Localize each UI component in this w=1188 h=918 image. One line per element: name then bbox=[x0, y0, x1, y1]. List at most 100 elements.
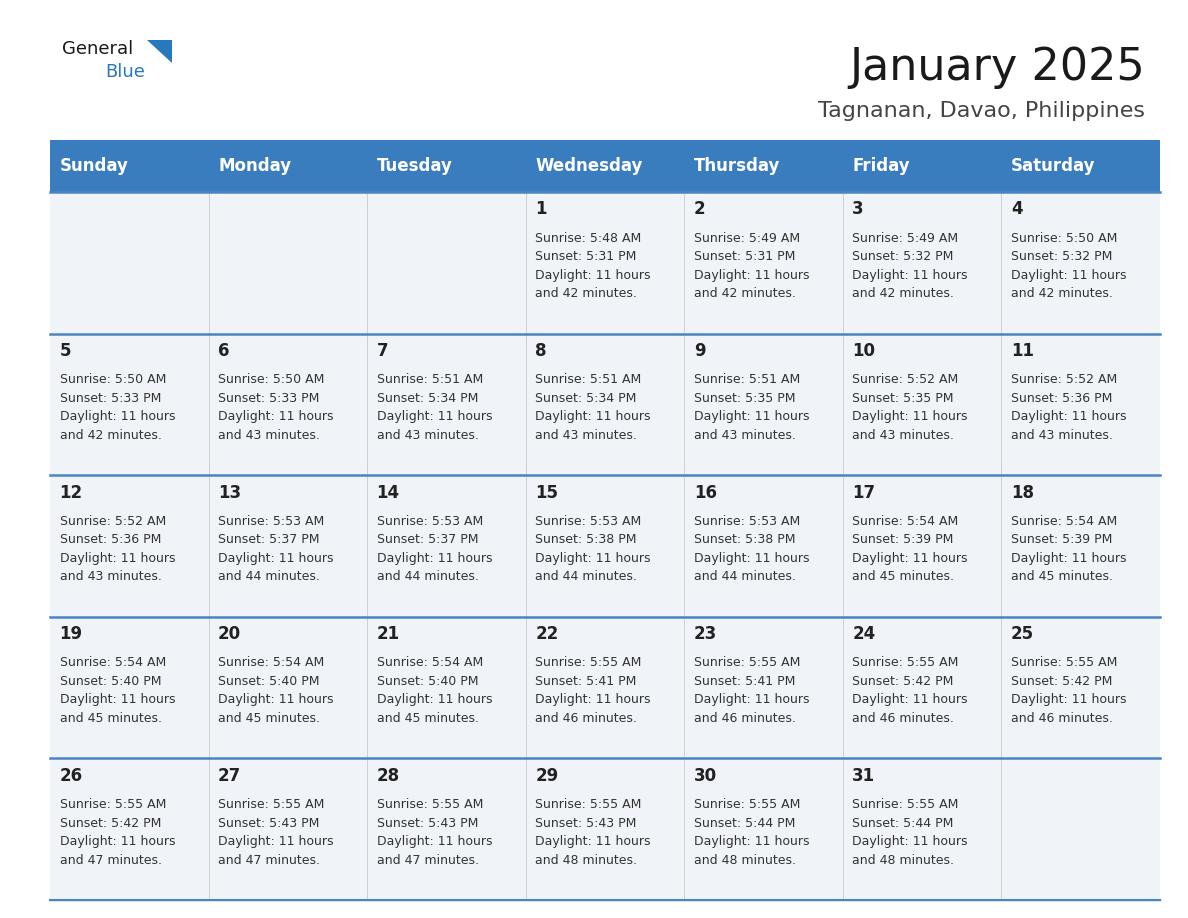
Text: Sunrise: 5:51 AM
Sunset: 5:34 PM
Daylight: 11 hours
and 43 minutes.: Sunrise: 5:51 AM Sunset: 5:34 PM Dayligh… bbox=[377, 374, 492, 442]
Text: 30: 30 bbox=[694, 767, 716, 785]
Text: 28: 28 bbox=[377, 767, 400, 785]
Bar bbox=[1001, 333, 1159, 476]
Bar bbox=[50, 192, 209, 333]
Bar bbox=[50, 333, 209, 476]
Text: Sunrise: 5:54 AM
Sunset: 5:40 PM
Daylight: 11 hours
and 45 minutes.: Sunrise: 5:54 AM Sunset: 5:40 PM Dayligh… bbox=[219, 656, 334, 725]
Text: 9: 9 bbox=[694, 342, 706, 360]
Text: Sunrise: 5:50 AM
Sunset: 5:33 PM
Daylight: 11 hours
and 43 minutes.: Sunrise: 5:50 AM Sunset: 5:33 PM Dayligh… bbox=[219, 374, 334, 442]
Bar bbox=[526, 758, 684, 900]
Bar bbox=[684, 476, 842, 617]
Bar bbox=[684, 192, 842, 333]
Bar bbox=[684, 758, 842, 900]
Text: 23: 23 bbox=[694, 625, 718, 644]
Text: Sunrise: 5:55 AM
Sunset: 5:41 PM
Daylight: 11 hours
and 46 minutes.: Sunrise: 5:55 AM Sunset: 5:41 PM Dayligh… bbox=[694, 656, 809, 725]
Polygon shape bbox=[147, 40, 172, 63]
Text: Sunrise: 5:51 AM
Sunset: 5:35 PM
Daylight: 11 hours
and 43 minutes.: Sunrise: 5:51 AM Sunset: 5:35 PM Dayligh… bbox=[694, 374, 809, 442]
Text: 15: 15 bbox=[536, 484, 558, 502]
Text: 17: 17 bbox=[852, 484, 876, 502]
Text: 14: 14 bbox=[377, 484, 400, 502]
Text: Monday: Monday bbox=[219, 157, 291, 175]
Bar bbox=[842, 758, 1001, 900]
Text: 5: 5 bbox=[59, 342, 71, 360]
Text: Sunrise: 5:50 AM
Sunset: 5:33 PM
Daylight: 11 hours
and 42 minutes.: Sunrise: 5:50 AM Sunset: 5:33 PM Dayligh… bbox=[59, 374, 175, 442]
Bar bbox=[526, 192, 684, 333]
Text: Sunrise: 5:53 AM
Sunset: 5:38 PM
Daylight: 11 hours
and 44 minutes.: Sunrise: 5:53 AM Sunset: 5:38 PM Dayligh… bbox=[536, 515, 651, 583]
Text: Sunrise: 5:55 AM
Sunset: 5:42 PM
Daylight: 11 hours
and 47 minutes.: Sunrise: 5:55 AM Sunset: 5:42 PM Dayligh… bbox=[59, 798, 175, 867]
Text: 4: 4 bbox=[1011, 200, 1023, 218]
Text: 3: 3 bbox=[852, 200, 864, 218]
Text: Sunrise: 5:53 AM
Sunset: 5:37 PM
Daylight: 11 hours
and 44 minutes.: Sunrise: 5:53 AM Sunset: 5:37 PM Dayligh… bbox=[219, 515, 334, 583]
Text: 11: 11 bbox=[1011, 342, 1034, 360]
Bar bbox=[684, 140, 842, 192]
Bar bbox=[684, 333, 842, 476]
Text: 6: 6 bbox=[219, 342, 229, 360]
Text: Sunrise: 5:54 AM
Sunset: 5:40 PM
Daylight: 11 hours
and 45 minutes.: Sunrise: 5:54 AM Sunset: 5:40 PM Dayligh… bbox=[377, 656, 492, 725]
Bar bbox=[209, 476, 367, 617]
Text: Saturday: Saturday bbox=[1011, 157, 1095, 175]
Bar bbox=[842, 140, 1001, 192]
Text: 25: 25 bbox=[1011, 625, 1034, 644]
Text: 12: 12 bbox=[59, 484, 83, 502]
Bar bbox=[367, 192, 526, 333]
Text: Sunrise: 5:55 AM
Sunset: 5:43 PM
Daylight: 11 hours
and 47 minutes.: Sunrise: 5:55 AM Sunset: 5:43 PM Dayligh… bbox=[219, 798, 334, 867]
Text: Sunrise: 5:55 AM
Sunset: 5:43 PM
Daylight: 11 hours
and 47 minutes.: Sunrise: 5:55 AM Sunset: 5:43 PM Dayligh… bbox=[377, 798, 492, 867]
Text: Sunrise: 5:54 AM
Sunset: 5:40 PM
Daylight: 11 hours
and 45 minutes.: Sunrise: 5:54 AM Sunset: 5:40 PM Dayligh… bbox=[59, 656, 175, 725]
Bar bbox=[209, 758, 367, 900]
Text: Sunrise: 5:54 AM
Sunset: 5:39 PM
Daylight: 11 hours
and 45 minutes.: Sunrise: 5:54 AM Sunset: 5:39 PM Dayligh… bbox=[1011, 515, 1126, 583]
Text: Tagnanan, Davao, Philippines: Tagnanan, Davao, Philippines bbox=[819, 101, 1145, 121]
Bar bbox=[1001, 617, 1159, 758]
Text: 27: 27 bbox=[219, 767, 241, 785]
Text: 19: 19 bbox=[59, 625, 83, 644]
Bar bbox=[1001, 140, 1159, 192]
Text: Sunrise: 5:55 AM
Sunset: 5:41 PM
Daylight: 11 hours
and 46 minutes.: Sunrise: 5:55 AM Sunset: 5:41 PM Dayligh… bbox=[536, 656, 651, 725]
Text: Sunrise: 5:48 AM
Sunset: 5:31 PM
Daylight: 11 hours
and 42 minutes.: Sunrise: 5:48 AM Sunset: 5:31 PM Dayligh… bbox=[536, 231, 651, 300]
Text: January 2025: January 2025 bbox=[849, 46, 1145, 89]
Bar bbox=[842, 617, 1001, 758]
Text: Sunrise: 5:53 AM
Sunset: 5:37 PM
Daylight: 11 hours
and 44 minutes.: Sunrise: 5:53 AM Sunset: 5:37 PM Dayligh… bbox=[377, 515, 492, 583]
Bar bbox=[526, 476, 684, 617]
Text: Friday: Friday bbox=[852, 157, 910, 175]
Text: 8: 8 bbox=[536, 342, 546, 360]
Text: 24: 24 bbox=[852, 625, 876, 644]
Text: Sunrise: 5:51 AM
Sunset: 5:34 PM
Daylight: 11 hours
and 43 minutes.: Sunrise: 5:51 AM Sunset: 5:34 PM Dayligh… bbox=[536, 374, 651, 442]
Text: Sunrise: 5:52 AM
Sunset: 5:36 PM
Daylight: 11 hours
and 43 minutes.: Sunrise: 5:52 AM Sunset: 5:36 PM Dayligh… bbox=[59, 515, 175, 583]
Text: 1: 1 bbox=[536, 200, 546, 218]
Bar bbox=[526, 617, 684, 758]
Bar bbox=[209, 140, 367, 192]
Text: 16: 16 bbox=[694, 484, 716, 502]
Bar bbox=[842, 192, 1001, 333]
Bar bbox=[367, 333, 526, 476]
Text: 20: 20 bbox=[219, 625, 241, 644]
Text: Sunrise: 5:55 AM
Sunset: 5:43 PM
Daylight: 11 hours
and 48 minutes.: Sunrise: 5:55 AM Sunset: 5:43 PM Dayligh… bbox=[536, 798, 651, 867]
Text: Sunrise: 5:55 AM
Sunset: 5:44 PM
Daylight: 11 hours
and 48 minutes.: Sunrise: 5:55 AM Sunset: 5:44 PM Dayligh… bbox=[852, 798, 968, 867]
Bar bbox=[50, 140, 209, 192]
Text: 18: 18 bbox=[1011, 484, 1034, 502]
Bar bbox=[50, 758, 209, 900]
Text: 21: 21 bbox=[377, 625, 400, 644]
Text: Sunrise: 5:52 AM
Sunset: 5:36 PM
Daylight: 11 hours
and 43 minutes.: Sunrise: 5:52 AM Sunset: 5:36 PM Dayligh… bbox=[1011, 374, 1126, 442]
Bar bbox=[50, 476, 209, 617]
Bar bbox=[526, 140, 684, 192]
Bar bbox=[842, 476, 1001, 617]
Text: 10: 10 bbox=[852, 342, 876, 360]
Bar bbox=[1001, 476, 1159, 617]
Bar bbox=[209, 333, 367, 476]
Text: Sunrise: 5:55 AM
Sunset: 5:44 PM
Daylight: 11 hours
and 48 minutes.: Sunrise: 5:55 AM Sunset: 5:44 PM Dayligh… bbox=[694, 798, 809, 867]
Bar bbox=[842, 333, 1001, 476]
Text: 29: 29 bbox=[536, 767, 558, 785]
Text: Sunrise: 5:52 AM
Sunset: 5:35 PM
Daylight: 11 hours
and 43 minutes.: Sunrise: 5:52 AM Sunset: 5:35 PM Dayligh… bbox=[852, 374, 968, 442]
Bar bbox=[1001, 758, 1159, 900]
Bar bbox=[526, 333, 684, 476]
Text: Sunrise: 5:54 AM
Sunset: 5:39 PM
Daylight: 11 hours
and 45 minutes.: Sunrise: 5:54 AM Sunset: 5:39 PM Dayligh… bbox=[852, 515, 968, 583]
Bar bbox=[684, 617, 842, 758]
Bar bbox=[367, 758, 526, 900]
Text: Sunrise: 5:49 AM
Sunset: 5:32 PM
Daylight: 11 hours
and 42 minutes.: Sunrise: 5:49 AM Sunset: 5:32 PM Dayligh… bbox=[852, 231, 968, 300]
Bar bbox=[1001, 192, 1159, 333]
Text: Tuesday: Tuesday bbox=[377, 157, 453, 175]
Text: 22: 22 bbox=[536, 625, 558, 644]
Bar bbox=[50, 617, 209, 758]
Text: 13: 13 bbox=[219, 484, 241, 502]
Text: Wednesday: Wednesday bbox=[536, 157, 643, 175]
Bar bbox=[209, 192, 367, 333]
Text: Sunrise: 5:55 AM
Sunset: 5:42 PM
Daylight: 11 hours
and 46 minutes.: Sunrise: 5:55 AM Sunset: 5:42 PM Dayligh… bbox=[1011, 656, 1126, 725]
